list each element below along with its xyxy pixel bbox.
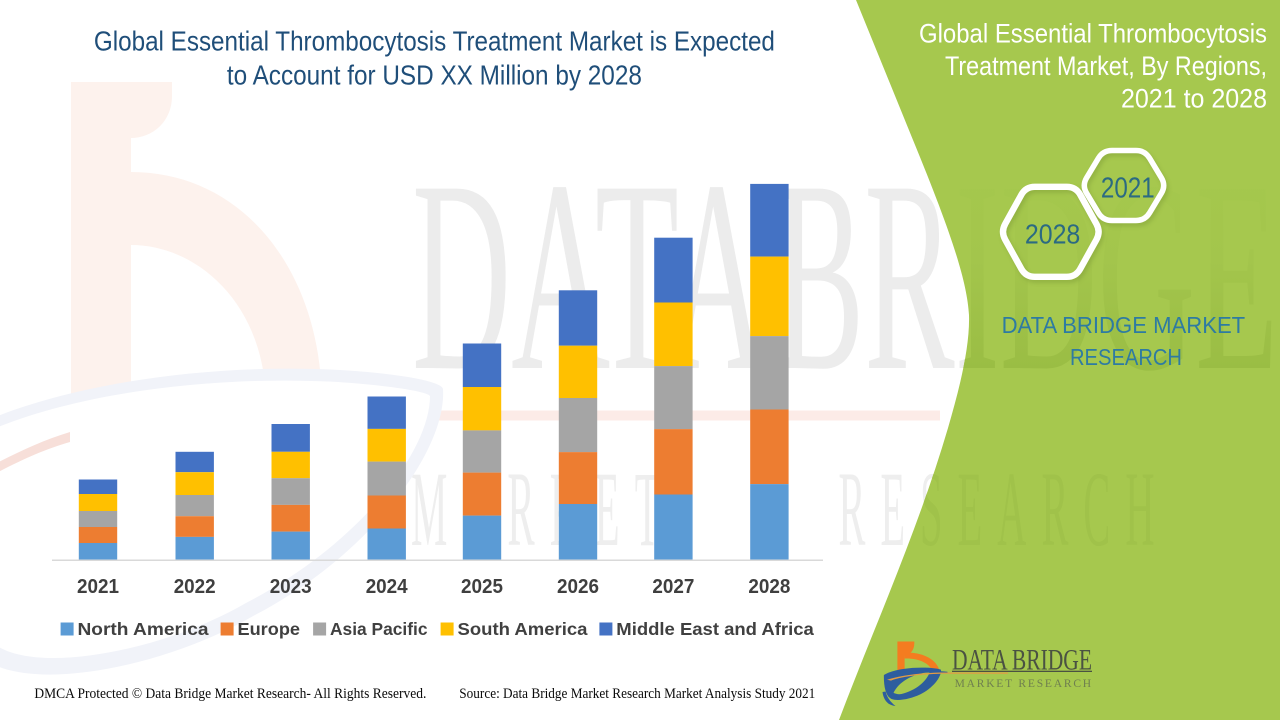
svg-text:MARKET: MARKET (411, 451, 675, 569)
svg-text:2028: 2028 (1025, 218, 1080, 249)
svg-text:2026: 2026 (557, 575, 599, 598)
svg-text:RESEARCH: RESEARCH (1070, 344, 1182, 370)
svg-text:2027: 2027 (652, 575, 694, 598)
svg-text:Middle East and Africa: Middle East and Africa (616, 619, 814, 639)
svg-text:2025: 2025 (461, 575, 503, 598)
svg-text:DATA BRIDGE MARKET: DATA BRIDGE MARKET (1002, 312, 1246, 338)
svg-text:DATA BRIDGE: DATA BRIDGE (952, 643, 1092, 676)
svg-text:Treatment Market, By Regions,: Treatment Market, By Regions, (945, 51, 1267, 81)
svg-text:Global Essential Thrombocytosi: Global Essential Thrombocytosis (919, 19, 1267, 49)
svg-text:South America: South America (458, 619, 588, 639)
svg-text:Asia Pacific: Asia Pacific (330, 619, 428, 639)
svg-text:2024: 2024 (366, 575, 409, 598)
svg-text:North America: North America (78, 619, 209, 639)
svg-text:2021: 2021 (1101, 172, 1155, 204)
svg-text:Source: Data Bridge Market Res: Source: Data Bridge Market Research Mark… (459, 686, 815, 702)
svg-text:2022: 2022 (174, 575, 216, 598)
svg-text:2028: 2028 (748, 575, 790, 598)
svg-text:2021 to 2028: 2021 to 2028 (1121, 84, 1267, 114)
svg-text:DMCA Protected © Data Bridge M: DMCA Protected © Data Bridge Market Rese… (34, 686, 426, 702)
svg-text:MARKET RESEARCH: MARKET RESEARCH (955, 678, 1092, 690)
svg-text:Global Essential Thrombocytosi: Global Essential Thrombocytosis Treatmen… (94, 26, 775, 57)
svg-text:Europe: Europe (238, 619, 301, 639)
svg-text:to Account for USD XX Million: to Account for USD XX Million by 2028 (227, 59, 642, 90)
svg-text:2023: 2023 (270, 575, 312, 598)
svg-text:2021: 2021 (77, 575, 119, 598)
